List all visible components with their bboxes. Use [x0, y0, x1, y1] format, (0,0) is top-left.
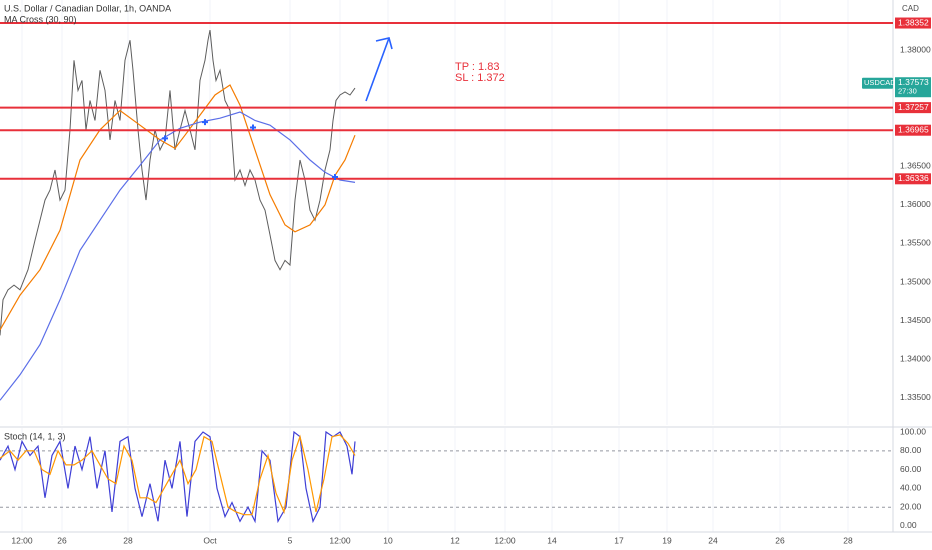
y-tick-label: 1.34000 — [900, 354, 931, 364]
y-tick-label: 1.33500 — [900, 392, 931, 402]
series-line — [0, 434, 356, 516]
level-badge — [895, 102, 931, 114]
y-tick-label: 80.00 — [900, 445, 922, 455]
level-label: 1.36965 — [898, 124, 929, 134]
y-tick-label: 1.36500 — [900, 160, 931, 170]
x-tick-label: 12:00 — [494, 535, 516, 545]
series-line — [0, 111, 356, 401]
grid-layer — [0, 0, 893, 532]
x-tick-label: 12:00 — [11, 535, 33, 545]
symbol-badge — [862, 77, 893, 89]
label-layer: 1.38000 1.36500 1.36000 1.35500 1.35000 1.345… — [11, 17, 931, 545]
level-label: 1.36336 — [898, 173, 929, 183]
y-tick-label: 0.00 — [900, 520, 917, 530]
x-tick-label: Oct — [203, 535, 217, 545]
annotation: TP : 1.83 — [455, 61, 499, 73]
y-tick-label: 60.00 — [900, 464, 922, 474]
level-badge — [895, 124, 931, 136]
marks-layer — [0, 22, 893, 524]
y-tick-label: 1.34500 — [900, 315, 931, 325]
y-tick-label: 1.36000 — [900, 199, 931, 209]
y-tick-label: 100.00 — [900, 426, 926, 436]
arrow — [365, 37, 393, 102]
symbol-label: USDCAD — [864, 78, 896, 87]
y-tick-label: 1.35000 — [900, 276, 931, 286]
series-line — [0, 30, 356, 336]
y-tick-label: 1.38000 — [900, 44, 931, 54]
x-tick-label: 14 — [547, 535, 557, 545]
currency-label: CAD — [902, 4, 919, 13]
x-tick-label: 12:00 — [329, 535, 351, 545]
series-line — [0, 430, 356, 524]
chart-title: U.S. Dollar / Canadian Dollar, 1h, OANDA — [4, 3, 171, 13]
annotation: SL : 1.372 — [455, 72, 505, 84]
x-tick-label: 28 — [123, 535, 133, 545]
series-line — [0, 84, 356, 331]
stoch-title: Stoch (14, 1, 3) — [4, 431, 66, 441]
x-tick-label: 26 — [57, 535, 67, 545]
level-badge — [895, 17, 931, 29]
x-tick-label: 28 — [843, 535, 853, 545]
x-tick-label: 19 — [662, 535, 672, 545]
x-tick-label: 26 — [775, 535, 785, 545]
price-label: 1.37573 — [898, 77, 929, 87]
x-tick-label: 5 — [288, 535, 293, 545]
cross-marker — [250, 124, 256, 131]
level-label: 1.38352 — [898, 17, 929, 27]
price-badge — [895, 77, 931, 98]
cross-marker — [332, 173, 338, 180]
y-tick-label: 20.00 — [900, 501, 922, 511]
x-tick-label: 24 — [708, 535, 718, 545]
cross-marker — [162, 135, 168, 142]
level-label: 1.37257 — [898, 102, 929, 112]
cross-marker — [202, 119, 208, 126]
x-tick-label: 17 — [614, 535, 624, 545]
x-tick-label: 12 — [450, 535, 460, 545]
level-badge — [895, 173, 931, 185]
y-tick-label: 40.00 — [900, 483, 922, 493]
countdown-label: 27:30 — [898, 87, 917, 96]
x-tick-label: 10 — [383, 535, 393, 545]
indicator-label: MA Cross (30, 90) — [4, 14, 77, 24]
y-tick-label: 1.35500 — [900, 238, 931, 248]
